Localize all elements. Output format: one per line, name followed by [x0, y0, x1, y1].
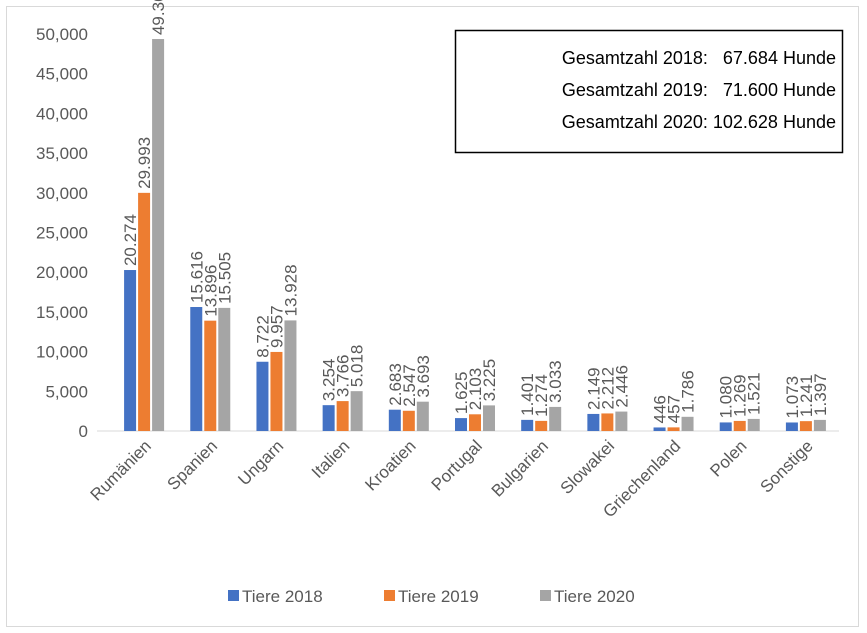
bar: [152, 39, 165, 431]
bar: [549, 406, 562, 431]
legend-swatch: [228, 590, 239, 601]
data-label: 13.928: [281, 264, 300, 316]
legend-label: Tiere 2018: [242, 587, 323, 606]
bar: [785, 422, 798, 431]
bar: [733, 420, 746, 431]
bar: [747, 418, 760, 431]
data-label: 2.212: [598, 367, 617, 410]
bar: [615, 411, 628, 431]
data-label: 1.073: [783, 376, 802, 419]
annotation: Gesamtzahl 2020: 102.628 Hunde: [562, 112, 836, 132]
bar: [483, 405, 495, 431]
data-label: 20.274: [121, 214, 140, 266]
bar: [455, 418, 467, 431]
bar: [124, 270, 137, 431]
data-label: 2.149: [584, 367, 603, 410]
data-label: 29.993: [135, 137, 154, 189]
data-label: 1.080: [717, 376, 736, 419]
data-label: 2.446: [612, 365, 631, 408]
bar: [138, 192, 151, 431]
data-label: 1.269: [731, 374, 750, 417]
data-label: 13.896: [201, 265, 220, 317]
bar: [204, 320, 217, 431]
y-tick-label: 50,000: [36, 25, 88, 44]
bar: [416, 401, 429, 431]
bar: [521, 419, 534, 431]
bar: [190, 307, 203, 431]
bar: [587, 413, 600, 431]
annotation-box: [454, 29, 844, 154]
bar: [681, 416, 694, 431]
annotation: Gesamtzahl 2018: 67.684 Hunde: [562, 48, 836, 68]
data-label: 457: [665, 395, 684, 423]
bar: [284, 320, 297, 431]
data-label: 3.693: [414, 355, 433, 398]
data-label: 3.033: [546, 360, 565, 403]
y-tick-label: 5,000: [45, 382, 88, 401]
data-label: 8.722: [253, 315, 272, 358]
bar: [322, 405, 335, 431]
data-label: 9.957: [267, 305, 286, 348]
y-tick-label: 20,000: [36, 263, 88, 282]
data-label: 1.625: [452, 372, 471, 415]
data-label: 2.683: [386, 363, 405, 406]
y-tick-label: 0: [79, 422, 88, 441]
bar: [270, 351, 283, 431]
data-label: 3.766: [334, 355, 353, 398]
bar: [535, 420, 548, 431]
bar: [388, 409, 401, 431]
data-label: 2.103: [466, 368, 485, 411]
data-label: 1.241: [797, 375, 816, 418]
bar: [218, 307, 231, 431]
bar: [667, 427, 680, 431]
y-tick-label: 40,000: [36, 104, 88, 123]
legend-swatch: [540, 590, 551, 601]
bar: [256, 361, 269, 431]
data-label: 15.505: [215, 252, 234, 304]
bar: [653, 427, 666, 431]
legend-label: Tiere 2020: [554, 587, 635, 606]
bar: [813, 419, 826, 431]
bar: [469, 414, 481, 431]
data-label: 1.401: [518, 373, 537, 416]
data-label: 3.225: [480, 359, 499, 402]
bar: [719, 422, 732, 431]
data-label: 1.786: [679, 370, 698, 413]
y-tick-label: 10,000: [36, 343, 88, 362]
bar: [601, 413, 614, 431]
data-label: 2.547: [400, 364, 419, 407]
data-label: 5.018: [348, 345, 367, 388]
data-label: 1.397: [811, 373, 830, 416]
legend-swatch: [384, 590, 395, 601]
annotation: Gesamtzahl 2019: 71.600 Hunde: [562, 80, 836, 100]
data-label: 3.254: [320, 359, 339, 402]
data-label: 1.274: [532, 374, 551, 417]
data-label: 49.367: [149, 0, 168, 35]
y-tick-label: 45,000: [36, 65, 88, 84]
data-label: 446: [651, 395, 670, 423]
bar: [336, 401, 349, 431]
y-tick-label: 15,000: [36, 303, 88, 322]
y-tick-label: 35,000: [36, 144, 88, 163]
bar: [799, 421, 812, 431]
y-tick-label: 30,000: [36, 184, 88, 203]
data-label: 15.616: [187, 251, 206, 303]
data-label: 1.521: [745, 372, 764, 415]
bar: [350, 391, 363, 431]
legend-label: Tiere 2019: [398, 587, 479, 606]
y-tick-label: 25,000: [36, 224, 88, 243]
bar: [402, 410, 415, 431]
